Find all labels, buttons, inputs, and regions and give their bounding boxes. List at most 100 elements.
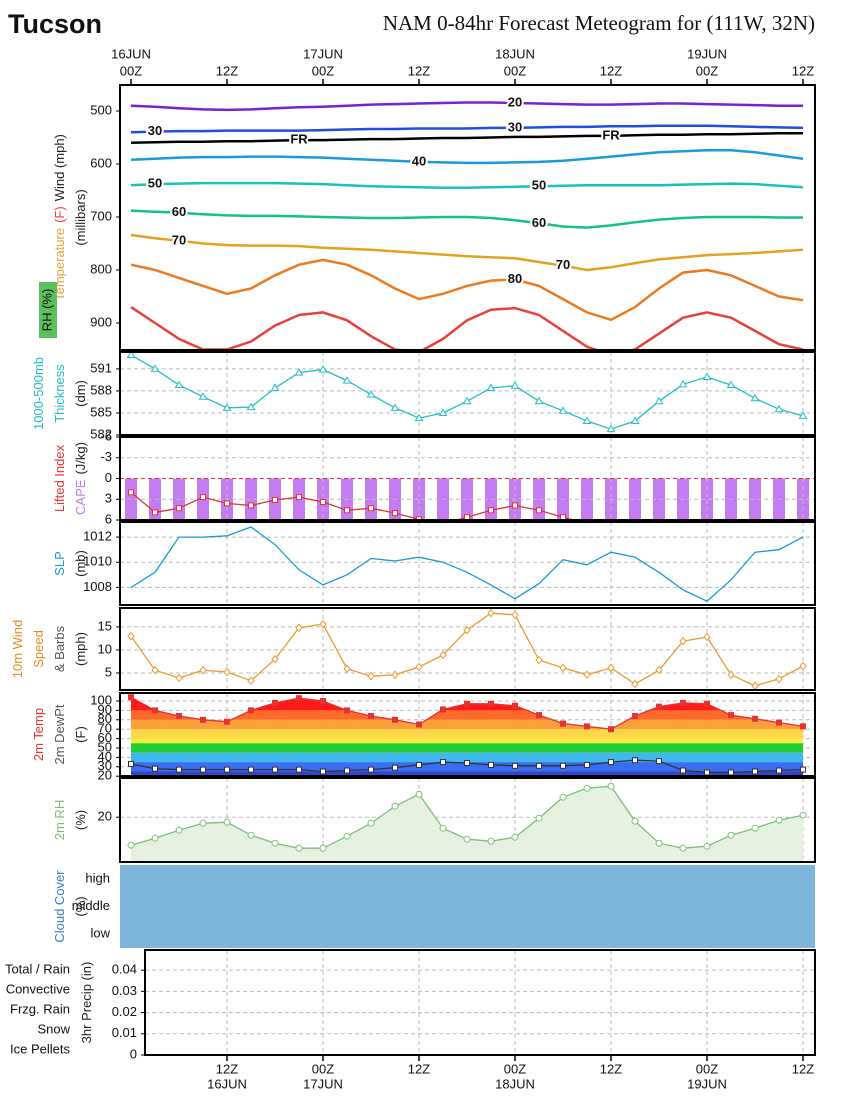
marker xyxy=(128,489,134,496)
marker xyxy=(727,670,735,680)
legend-label: Total / Rain xyxy=(5,961,70,976)
panel-plot xyxy=(120,352,815,435)
x-tick-label: 19JUN xyxy=(687,46,727,61)
marker xyxy=(488,700,494,707)
y-tick-label: 700 xyxy=(90,208,112,223)
marker xyxy=(511,833,519,841)
marker xyxy=(631,679,639,689)
x-tick-label: 19JUN xyxy=(687,1076,727,1091)
panel-plot xyxy=(120,865,815,948)
marker xyxy=(296,766,302,773)
marker xyxy=(224,718,230,725)
area-fill xyxy=(131,786,803,862)
contour-label: 70 xyxy=(172,232,186,247)
x-tick-label: 00Z xyxy=(696,63,718,78)
marker xyxy=(583,784,591,792)
marker xyxy=(415,790,423,798)
cape-stripe xyxy=(245,478,257,520)
y-tick-label: 40 xyxy=(98,749,112,764)
marker xyxy=(367,671,375,681)
panel-plot xyxy=(120,437,815,520)
axis-label: Temperature(F)Wind (mph) xyxy=(52,134,67,301)
marker xyxy=(606,424,616,433)
axis-label-part: Wind (mph) xyxy=(52,134,67,201)
marker xyxy=(464,700,470,707)
marker xyxy=(438,408,448,416)
marker xyxy=(463,835,471,843)
marker xyxy=(607,782,615,790)
marker xyxy=(296,494,302,501)
temperature-band xyxy=(131,752,803,763)
contour-label: 50 xyxy=(532,178,546,193)
marker xyxy=(390,403,400,411)
axis-label: 2m DewPt xyxy=(52,704,67,764)
x-tick-label: 12Z xyxy=(408,63,430,78)
marker xyxy=(222,403,232,411)
marker xyxy=(366,390,376,398)
contour-label: 60 xyxy=(532,215,546,230)
x-tick-label: 18JUN xyxy=(495,46,535,61)
y-tick-label: 0.02 xyxy=(112,1004,137,1019)
x-tick-label: 12Z xyxy=(216,63,238,78)
marker xyxy=(176,713,182,720)
panel-frame xyxy=(119,351,816,436)
marker xyxy=(128,694,134,701)
marker xyxy=(247,676,255,686)
y-tick-label: 80 xyxy=(98,711,112,726)
marker xyxy=(342,376,352,384)
cloud-background xyxy=(120,865,815,948)
axis-label: Lifted Index xyxy=(52,444,67,512)
axis-label: (mb) xyxy=(73,550,88,577)
marker xyxy=(319,844,327,852)
marker xyxy=(750,393,760,402)
axis-label-part: Speed xyxy=(31,630,46,668)
marker xyxy=(176,766,182,773)
series-line xyxy=(130,148,804,165)
axis-label-part: 2m RH xyxy=(52,800,67,840)
contour-label: 30 xyxy=(148,123,162,138)
series-line xyxy=(130,354,804,430)
marker xyxy=(728,769,734,776)
marker xyxy=(534,396,544,405)
marker xyxy=(535,655,543,665)
marker xyxy=(726,380,736,389)
x-tick-label: 12Z xyxy=(792,1061,814,1076)
cape-stripe xyxy=(701,478,713,520)
x-tick-label: 17JUN xyxy=(303,1076,343,1091)
x-tick-label: 17JUN xyxy=(303,46,343,61)
marker xyxy=(487,837,495,845)
marker xyxy=(200,766,206,773)
marker xyxy=(462,396,472,405)
cloud-row-label: high xyxy=(85,870,110,885)
marker xyxy=(175,673,183,683)
marker xyxy=(223,818,231,826)
marker xyxy=(510,381,520,389)
axis-label: (%) xyxy=(73,810,88,830)
contour-label: 60 xyxy=(172,204,186,219)
marker xyxy=(774,404,784,413)
axis-label: (dm) xyxy=(73,380,88,407)
marker xyxy=(800,723,806,730)
axis-label: & Barbs xyxy=(52,625,67,672)
marker xyxy=(439,650,447,660)
marker xyxy=(703,842,711,850)
y-tick-label: -3 xyxy=(100,449,112,464)
series-line xyxy=(130,131,803,145)
series-line xyxy=(130,101,803,112)
marker xyxy=(391,670,399,680)
marker xyxy=(512,702,518,709)
panel-plot xyxy=(120,608,815,690)
marker xyxy=(680,699,686,706)
y-tick-label: 1012 xyxy=(83,529,112,544)
contour-label: 20 xyxy=(508,94,522,109)
rh-label-bg xyxy=(39,282,57,338)
marker xyxy=(176,505,182,512)
panel-frame xyxy=(119,692,816,777)
panel-frame xyxy=(119,777,816,863)
axis-label-part: (J/kg) xyxy=(73,442,88,475)
x-tick-label: 18JUN xyxy=(495,1076,535,1091)
marker xyxy=(728,712,734,719)
marker xyxy=(486,383,496,391)
marker xyxy=(392,764,398,771)
